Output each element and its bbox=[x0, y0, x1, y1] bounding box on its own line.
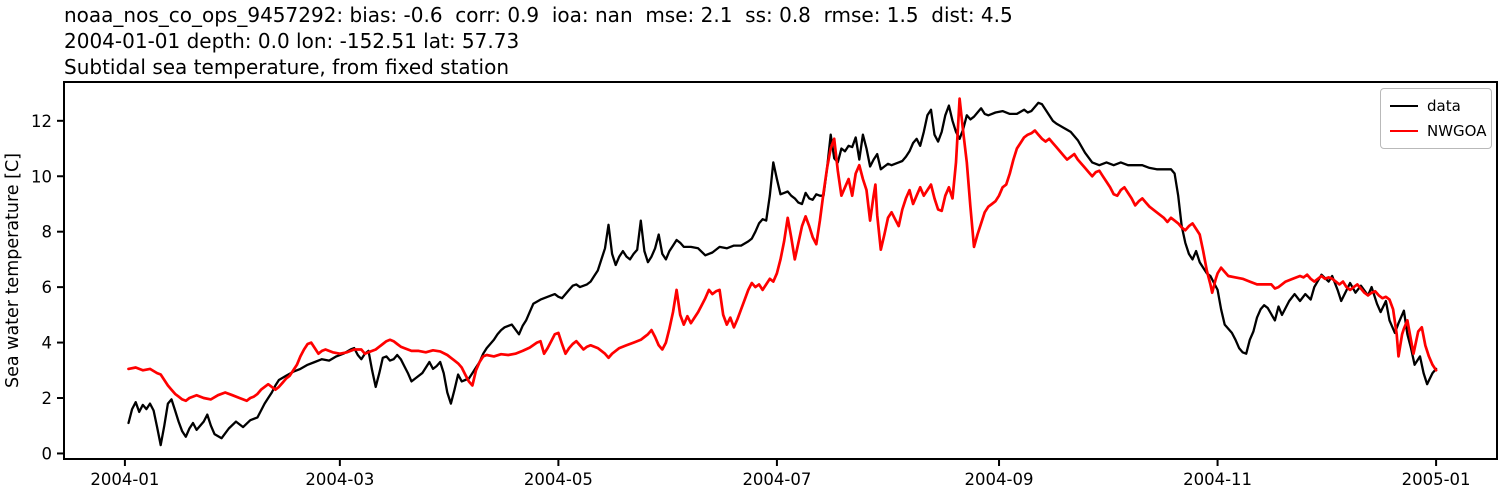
y-tick-label: 0 bbox=[42, 444, 53, 463]
y-tick-label: 12 bbox=[31, 112, 52, 131]
x-tick-label: 2005-01 bbox=[1402, 470, 1471, 489]
series-line-data bbox=[127, 101, 1438, 447]
x-tick-label: 2004-05 bbox=[524, 470, 593, 489]
series-layer bbox=[127, 97, 1438, 447]
series-line-NWGOA bbox=[127, 97, 1438, 403]
legend: data NWGOA bbox=[1380, 88, 1492, 149]
y-tick-label: 4 bbox=[42, 334, 53, 353]
legend-entry: NWGOA bbox=[1390, 122, 1486, 140]
legend-line-swatch bbox=[1390, 105, 1418, 107]
x-tick-label: 2004-11 bbox=[1183, 470, 1252, 489]
title-line-variable: Subtidal sea temperature, from fixed sta… bbox=[64, 55, 509, 79]
axes-border bbox=[63, 81, 1498, 460]
legend-entry: data bbox=[1390, 97, 1482, 115]
y-tick-label: 6 bbox=[42, 278, 53, 297]
legend-entry-label: data bbox=[1427, 97, 1461, 115]
title-line-location: 2004-01-01 depth: 0.0 lon: -152.51 lat: … bbox=[64, 29, 520, 53]
axes-layer: 2004-01 2004-03 2004-05 2004-07 2004-09 2004-… bbox=[3, 81, 1498, 489]
x-tick-label: 2004-07 bbox=[742, 470, 811, 489]
y-tick-label: 10 bbox=[31, 167, 52, 186]
legend-entry-label: NWGOA bbox=[1427, 122, 1487, 140]
legend-line-swatch bbox=[1390, 130, 1418, 132]
x-tick-label: 2004-09 bbox=[965, 470, 1034, 489]
x-tick-label: 2004-03 bbox=[305, 470, 374, 489]
y-tick-label: 8 bbox=[42, 223, 53, 242]
x-tick-label: 2004-01 bbox=[90, 470, 159, 489]
title-line-stats: noaa_nos_co_ops_9457292: bias: -0.6 corr… bbox=[64, 3, 1013, 27]
y-tick-label: 2 bbox=[42, 389, 53, 408]
y-axis-label: Sea water temperature [C] bbox=[3, 153, 23, 388]
